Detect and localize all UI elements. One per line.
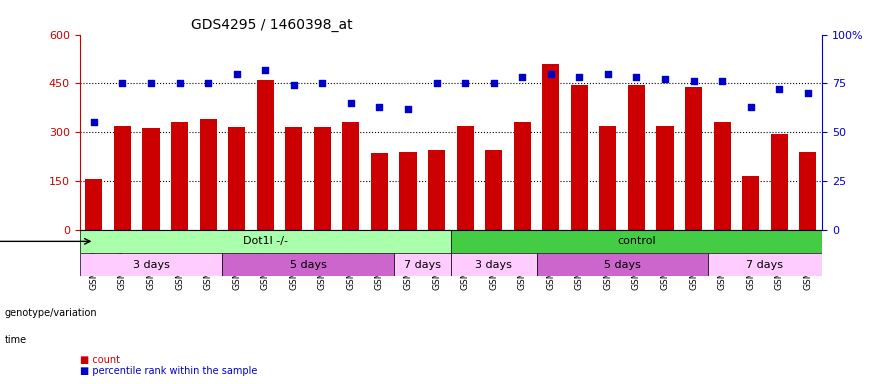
Point <box>773 86 787 92</box>
Bar <box>599 126 616 230</box>
Bar <box>428 150 446 230</box>
Bar <box>542 64 560 230</box>
Text: GDS4295 / 1460398_at: GDS4295 / 1460398_at <box>191 18 353 32</box>
Point <box>743 104 758 110</box>
Point <box>658 76 672 83</box>
Point <box>316 80 330 86</box>
Text: 5 days: 5 days <box>604 260 641 270</box>
Point <box>687 78 701 84</box>
Bar <box>456 126 474 230</box>
Point <box>629 74 644 81</box>
FancyBboxPatch shape <box>80 230 451 253</box>
Text: ■ percentile rank within the sample: ■ percentile rank within the sample <box>80 366 257 376</box>
Text: 3 days: 3 days <box>476 260 512 270</box>
Point <box>486 80 500 86</box>
Point <box>286 82 301 88</box>
Text: control: control <box>617 237 656 247</box>
Point <box>115 80 129 86</box>
Bar <box>200 119 217 230</box>
Text: ■ count: ■ count <box>80 355 119 365</box>
FancyBboxPatch shape <box>80 253 223 276</box>
Point <box>515 74 530 81</box>
Point <box>801 90 815 96</box>
Point <box>372 104 386 110</box>
FancyBboxPatch shape <box>451 253 537 276</box>
Bar <box>286 127 302 230</box>
Text: 5 days: 5 days <box>290 260 326 270</box>
Bar <box>685 86 702 230</box>
Point <box>230 71 244 77</box>
Bar <box>371 153 388 230</box>
FancyBboxPatch shape <box>537 253 708 276</box>
Point <box>601 71 615 77</box>
Bar <box>256 80 274 230</box>
FancyBboxPatch shape <box>708 253 822 276</box>
Point <box>544 71 558 77</box>
Point <box>430 80 444 86</box>
Bar <box>85 179 103 230</box>
Text: 7 days: 7 days <box>404 260 441 270</box>
Point <box>87 119 101 126</box>
Bar <box>657 126 674 230</box>
Bar <box>171 122 188 230</box>
Bar <box>743 176 759 230</box>
Point <box>344 100 358 106</box>
Bar <box>342 122 360 230</box>
Point <box>201 80 215 86</box>
Point <box>258 66 272 73</box>
Text: time: time <box>4 335 27 345</box>
Bar <box>314 127 331 230</box>
Bar <box>799 152 817 230</box>
FancyBboxPatch shape <box>393 253 451 276</box>
Point <box>458 80 472 86</box>
Bar <box>114 126 131 230</box>
Bar <box>228 127 245 230</box>
Bar <box>514 122 530 230</box>
Text: 7 days: 7 days <box>746 260 783 270</box>
Point <box>172 80 187 86</box>
Text: Dot1l -/-: Dot1l -/- <box>243 237 287 247</box>
Text: 3 days: 3 days <box>133 260 170 270</box>
Text: genotype/variation: genotype/variation <box>4 308 97 318</box>
Bar <box>771 134 788 230</box>
Bar <box>485 150 502 230</box>
FancyBboxPatch shape <box>223 253 393 276</box>
Bar <box>571 85 588 230</box>
Point <box>715 78 729 84</box>
Bar <box>628 85 645 230</box>
FancyBboxPatch shape <box>451 230 822 253</box>
Point <box>144 80 158 86</box>
Bar <box>713 122 731 230</box>
Point <box>572 74 586 81</box>
Bar <box>142 128 159 230</box>
Point <box>401 106 415 112</box>
Bar <box>400 152 416 230</box>
